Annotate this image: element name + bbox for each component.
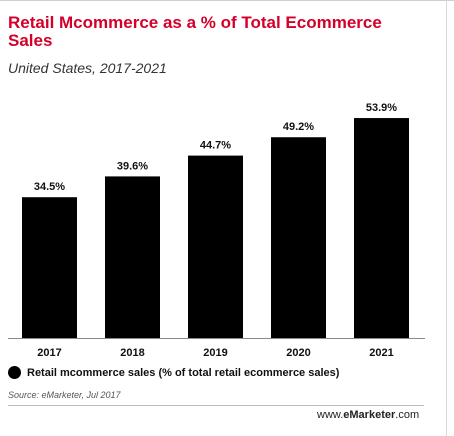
data-label-2021: 53.9% — [366, 102, 397, 114]
bar-2020 — [271, 137, 326, 338]
bar-2021 — [354, 118, 409, 338]
source-note: Source: eMarketer, Jul 2017 — [8, 390, 121, 400]
chart-title: Retail Mcommerce as a % of Total Ecommer… — [8, 13, 382, 50]
data-label-2019: 44.7% — [200, 140, 231, 152]
brand-prefix: www. — [317, 409, 344, 421]
chart-subtitle: United States, 2017-2021 — [8, 60, 167, 76]
data-label-2018: 39.6% — [117, 160, 148, 172]
legend-swatch — [8, 366, 21, 379]
bar-2018 — [105, 176, 160, 338]
brand-name: eMarketer — [343, 409, 396, 421]
right-border — [446, 0, 447, 436]
x-tick-2017: 2017 — [37, 347, 61, 359]
top-divider — [0, 0, 454, 1]
x-tick-2021: 2021 — [369, 347, 393, 359]
data-label-2020: 49.2% — [283, 121, 314, 133]
data-label-2017: 34.5% — [34, 181, 65, 193]
bar-chart: 34.5% 2017 39.6% 2018 44.7% 2019 49.2% 2020 53.9… — [8, 102, 425, 359]
x-tick-2020: 2020 — [286, 347, 310, 359]
brand-url[interactable]: www.eMarketer.com — [317, 409, 419, 421]
x-tick-2018: 2018 — [120, 347, 144, 359]
brand-suffix: .com — [395, 409, 420, 421]
bar-2017 — [22, 197, 77, 338]
bottom-divider — [8, 405, 424, 406]
x-tick-2019: 2019 — [203, 347, 227, 359]
bar-2019 — [188, 155, 243, 338]
legend: Retail mcommerce sales (% of total retai… — [8, 366, 339, 379]
legend-label: Retail mcommerce sales (% of total retai… — [27, 366, 340, 379]
